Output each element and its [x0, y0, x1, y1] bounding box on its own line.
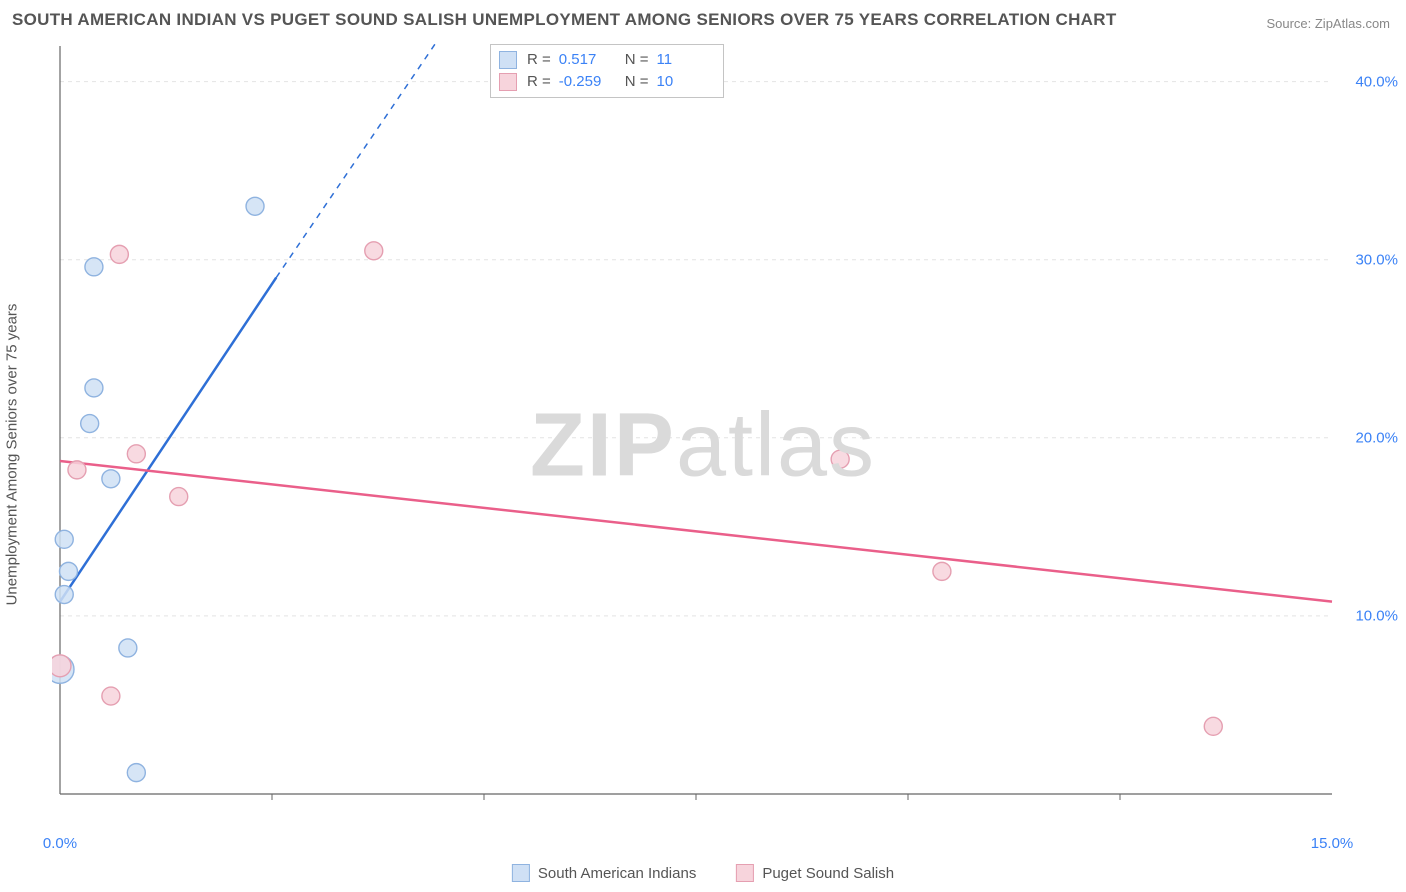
legend-item-series1: South American Indians [512, 864, 696, 882]
series-legend: South American Indians Puget Sound Salis… [512, 864, 894, 882]
stat-n-value-1: 11 [657, 49, 713, 71]
legend-label-1: South American Indians [538, 865, 696, 882]
legend-item-series2: Puget Sound Salish [736, 864, 894, 882]
swatch-series1-b [512, 864, 530, 882]
swatch-series2 [499, 73, 517, 91]
stats-row-series1: R = 0.517 N = 11 [499, 49, 713, 71]
y-tick-label: 30.0% [1355, 251, 1398, 268]
y-axis-label: Unemployment Among Seniors over 75 years [4, 304, 21, 606]
source-attribution: Source: ZipAtlas.com [1266, 16, 1390, 31]
x-tick-label: 15.0% [1311, 835, 1354, 852]
stat-n-label: N = [625, 71, 649, 93]
stat-n-value-2: 10 [657, 71, 713, 93]
swatch-series1 [499, 51, 517, 69]
legend-label-2: Puget Sound Salish [762, 865, 894, 882]
y-tick-label: 20.0% [1355, 429, 1398, 446]
y-tick-label: 10.0% [1355, 607, 1398, 624]
stat-r-value-1: 0.517 [559, 49, 615, 71]
chart-plot-area [52, 40, 1392, 830]
chart-svg [52, 40, 1392, 830]
stat-r-value-2: -0.259 [559, 71, 615, 93]
stat-n-label: N = [625, 49, 649, 71]
y-tick-label: 40.0% [1355, 73, 1398, 90]
swatch-series2-b [736, 864, 754, 882]
stats-row-series2: R = -0.259 N = 10 [499, 71, 713, 93]
stat-r-label: R = [527, 49, 551, 71]
stat-r-label: R = [527, 71, 551, 93]
chart-title: SOUTH AMERICAN INDIAN VS PUGET SOUND SAL… [12, 10, 1117, 30]
correlation-stats-legend: R = 0.517 N = 11 R = -0.259 N = 10 [490, 44, 724, 98]
x-tick-label: 0.0% [43, 835, 77, 852]
